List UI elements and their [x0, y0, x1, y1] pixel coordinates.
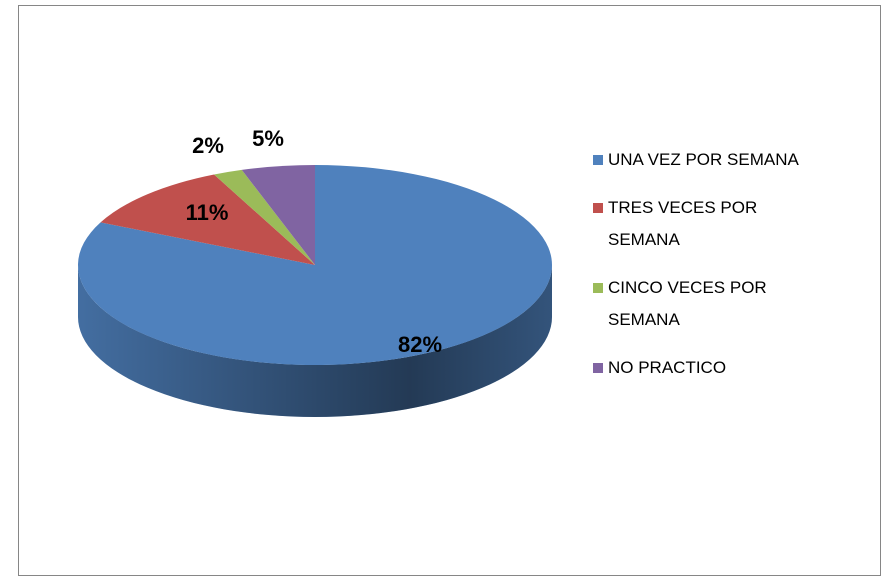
- chart-frame: [18, 5, 881, 576]
- legend-swatch: [593, 363, 603, 373]
- slice: [214, 169, 315, 265]
- legend-swatch: [593, 203, 603, 213]
- slice: [100, 174, 315, 265]
- legend-swatch: [593, 155, 603, 165]
- legend-label: NO PRACTICO: [608, 358, 727, 377]
- data-label: 2%: [192, 133, 224, 158]
- legend-item: CINCO VECES POR SEMANA: [593, 272, 818, 336]
- legend: UNA VEZ POR SEMANA TRES VECES POR SEMANA C…: [593, 144, 818, 400]
- slice-side-shade: [78, 265, 552, 417]
- legend-label: UNA VEZ POR SEMANA: [608, 150, 799, 169]
- legend-item: UNA VEZ POR SEMANA: [593, 144, 818, 176]
- data-label: 5%: [252, 126, 284, 151]
- legend-label: CINCO VECES POR SEMANA: [608, 278, 767, 329]
- legend-label: TRES VECES POR SEMANA: [608, 198, 758, 249]
- legend-item: TRES VECES POR SEMANA: [593, 192, 818, 256]
- legend-item: NO PRACTICO: [593, 352, 818, 384]
- data-label: 82%: [398, 332, 442, 357]
- data-label: 11%: [186, 200, 229, 225]
- legend-swatch: [593, 283, 603, 293]
- slice: [78, 165, 553, 365]
- slice: [241, 165, 315, 265]
